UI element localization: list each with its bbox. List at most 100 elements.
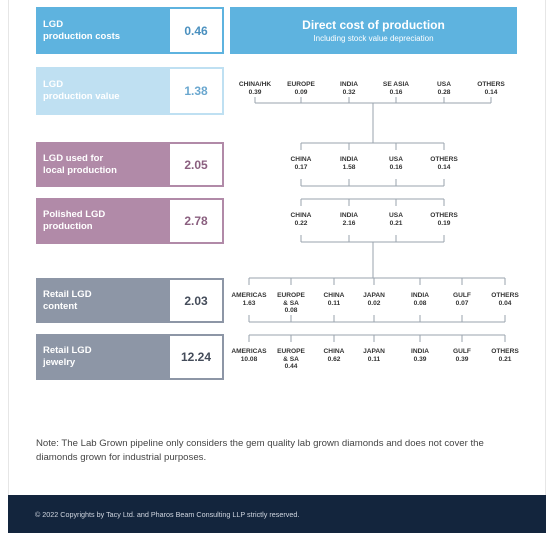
node-value: 0.04 xyxy=(498,299,512,307)
node-value: 0.07 xyxy=(455,299,469,307)
node-name: GULF xyxy=(453,348,471,355)
node-name: INDIA xyxy=(340,212,358,219)
node-value: 0.22 xyxy=(294,219,308,227)
node-row4-europe-sa: EUROPE & SA 0.08 xyxy=(269,292,313,315)
node-name: JAPAN xyxy=(363,292,385,299)
node-value: 0.21 xyxy=(389,219,403,227)
stage-label-line: Polished LGD xyxy=(43,209,106,220)
node-row5-china: CHINA 0.62 xyxy=(312,348,356,363)
node-row3-india: INDIA 2.16 xyxy=(327,212,371,227)
node-name: & SA xyxy=(283,299,299,307)
node-value: 0.14 xyxy=(437,163,451,171)
node-name: INDIA xyxy=(340,156,358,163)
stage-label-local-production: LGD used for local production xyxy=(36,142,168,187)
header-box: Direct cost of production Including stoc… xyxy=(230,7,517,54)
footnote: Note: The Lab Grown pipeline only consid… xyxy=(36,438,484,463)
node-value: 0.08 xyxy=(284,307,298,314)
node-row4-gulf: GULF 0.07 xyxy=(440,292,484,307)
node-name: INDIA xyxy=(411,292,429,299)
stage-label-line: production xyxy=(43,221,93,232)
node-row2-others: OTHERS 0.14 xyxy=(422,156,466,171)
node-row4-others: OTHERS 0.04 xyxy=(483,292,527,307)
stage-label-line: production value xyxy=(43,91,120,102)
node-row5-india: INDIA 0.39 xyxy=(398,348,442,363)
node-name: USA xyxy=(389,156,403,163)
node-row1-europe: EUROPE 0.09 xyxy=(279,81,323,96)
node-name: OTHERS xyxy=(491,292,519,299)
stage-label-production-costs: LGD production costs xyxy=(36,7,168,54)
node-row2-india: INDIA 1.58 xyxy=(327,156,371,171)
node-name: OTHERS xyxy=(430,212,458,219)
node-name: CHINA xyxy=(323,348,345,355)
node-name: EUROPE xyxy=(277,348,305,355)
stage-value-local-production: 2.05 xyxy=(168,142,224,187)
node-row4-china: CHINA 0.11 xyxy=(312,292,356,307)
node-value: 0.32 xyxy=(342,88,356,96)
header-title: Direct cost of production xyxy=(302,18,445,32)
node-value: 0.02 xyxy=(367,299,381,307)
stage-label-retail-content: Retail LGD content xyxy=(36,278,168,323)
node-name: CHINA/HK xyxy=(238,81,272,88)
node-row5-others: OTHERS 0.21 xyxy=(483,348,527,363)
node-name: USA xyxy=(389,212,403,219)
stage-label-line: jewelry xyxy=(43,357,76,368)
node-value: 2.16 xyxy=(342,219,356,227)
node-name: EUROPE xyxy=(287,81,315,88)
node-row3-china: CHINA 0.22 xyxy=(279,212,323,227)
node-name: INDIA xyxy=(411,348,429,355)
node-value: 0.62 xyxy=(327,355,341,363)
node-row5-europe-sa: EUROPE & SA 0.44 xyxy=(269,348,313,371)
stage-label-production-value: LGD production value xyxy=(36,67,168,115)
copyright-text: © 2022 Copyrights by Tacy Ltd. and Pharo… xyxy=(35,509,300,519)
stage-label-line: LGD xyxy=(43,18,64,30)
stage-label-line: LGD xyxy=(43,79,64,90)
stage-label-polished-production: Polished LGD production xyxy=(36,198,168,244)
node-name: CHINA xyxy=(290,156,312,163)
node-name: AMERICAS xyxy=(231,348,267,355)
stage-value-production-costs: 0.46 xyxy=(168,7,224,54)
stage-label-line: LGD used for xyxy=(43,152,104,164)
node-value: 0.14 xyxy=(484,88,498,96)
node-row4-india: INDIA 0.08 xyxy=(398,292,442,307)
node-value: 0.16 xyxy=(389,163,403,171)
node-row5-gulf: GULF 0.39 xyxy=(440,348,484,363)
node-name: OTHERS xyxy=(477,81,505,88)
node-value: 1.63 xyxy=(242,299,256,307)
stage-label-line: content xyxy=(43,300,78,312)
node-name: CHINA xyxy=(323,292,345,299)
node-value: 0.11 xyxy=(367,355,381,363)
node-row1-china-hk: CHINA/HK 0.39 xyxy=(233,81,277,96)
node-value: 1.58 xyxy=(342,163,356,171)
node-name: OTHERS xyxy=(430,156,458,163)
node-row1-others: OTHERS 0.14 xyxy=(469,81,513,96)
node-value: 0.39 xyxy=(455,355,469,363)
stage-value-retail-content: 2.03 xyxy=(168,278,224,323)
node-row3-others: OTHERS 0.19 xyxy=(422,212,466,227)
node-row4-japan: JAPAN 0.02 xyxy=(352,292,396,307)
stage-value-production-value: 1.38 xyxy=(168,67,224,115)
node-row1-usa: USA 0.28 xyxy=(422,81,466,96)
node-name: SE ASIA xyxy=(382,81,410,88)
node-name: USA xyxy=(437,81,451,88)
node-row2-china: CHINA 0.17 xyxy=(279,156,323,171)
node-value: 0.44 xyxy=(284,363,298,370)
node-name: JAPAN xyxy=(363,348,385,355)
node-value: 0.16 xyxy=(389,88,403,96)
node-row2-usa: USA 0.16 xyxy=(374,156,418,171)
node-row5-japan: JAPAN 0.11 xyxy=(352,348,396,363)
node-value: 0.19 xyxy=(437,219,451,227)
node-value: 0.39 xyxy=(248,88,262,96)
stage-value-polished-production: 2.78 xyxy=(168,198,224,244)
node-row1-india: INDIA 0.32 xyxy=(327,81,371,96)
node-value: 0.17 xyxy=(294,163,308,171)
node-name: & SA xyxy=(283,355,299,363)
node-row5-americas: AMERICAS 10.08 xyxy=(227,348,271,363)
node-name: GULF xyxy=(453,292,471,299)
stage-label-line: production costs xyxy=(43,30,121,42)
node-name: AMERICAS xyxy=(231,292,267,299)
node-row3-usa: USA 0.21 xyxy=(374,212,418,227)
header-subtitle: Including stock value depreciation xyxy=(313,34,434,43)
copyright-footer: © 2022 Copyrights by Tacy Ltd. and Pharo… xyxy=(8,495,546,533)
